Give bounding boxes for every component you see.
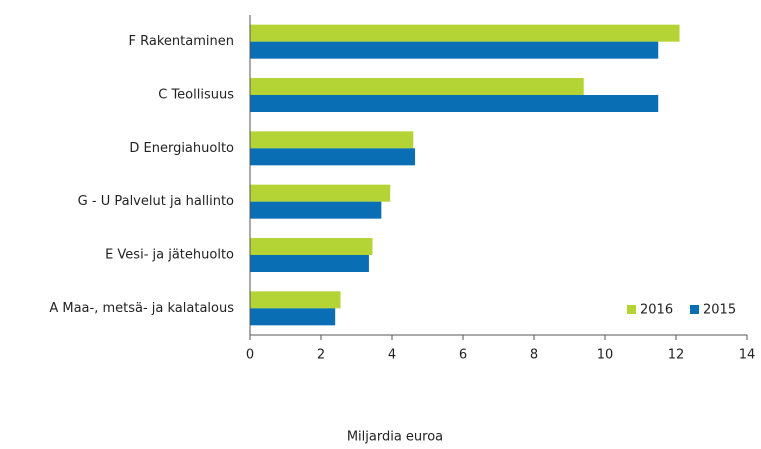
bar	[250, 41, 659, 59]
legend-swatch	[627, 305, 636, 314]
bar	[250, 201, 382, 219]
y-tick-label: D Energiahuolto	[129, 141, 234, 156]
bar	[250, 24, 680, 42]
x-axis-label: Miljardia euroa	[347, 430, 443, 445]
y-tick-label: C Teollisuus	[158, 88, 234, 103]
x-tick-label: 0	[246, 348, 254, 363]
x-tick-label: 6	[459, 348, 467, 363]
bar	[250, 255, 369, 272]
bar	[250, 238, 373, 255]
x-tick-label: 12	[668, 348, 685, 363]
x-tick-label: 8	[530, 348, 538, 363]
x-tick-label: 2	[317, 348, 325, 363]
bar	[250, 148, 416, 166]
legend-swatch	[690, 305, 699, 314]
legend-label: 2015	[703, 303, 736, 318]
bar	[250, 95, 659, 112]
x-tick-label: 4	[388, 348, 396, 363]
y-tick-label: A Maa-, metsä- ja kalatalous	[49, 301, 234, 316]
y-tick-label: G - U Palvelut ja hallinto	[78, 194, 234, 209]
x-tick-label: 10	[597, 348, 614, 363]
bar	[250, 308, 336, 326]
y-tick-label: F Rakentaminen	[129, 34, 234, 49]
legend-label: 2016	[640, 303, 673, 318]
x-tick-label: 14	[739, 348, 756, 363]
bar	[250, 184, 391, 202]
y-tick-label: E Vesi- ja jätehuolto	[105, 248, 234, 263]
bar	[250, 78, 584, 95]
bar	[250, 131, 414, 149]
bar	[250, 291, 341, 309]
